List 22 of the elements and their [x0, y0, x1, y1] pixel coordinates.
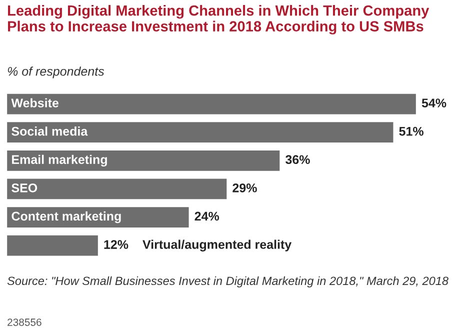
data-label: 54%: [422, 98, 446, 108]
y-tick-label: Email marketing: [12, 154, 107, 167]
chart-title: Leading Digital Marketing Channels in Which Their Company Plans to Increase Investment in 2018 According to US SMBs: [8, 4, 430, 34]
bar: [7, 207, 189, 228]
data-label: 24%: [194, 212, 220, 221]
y-tick-label: Content marketing: [12, 211, 121, 224]
text: 238556: [8, 318, 42, 326]
bar: [7, 235, 98, 256]
source-note: Source: "How Small Businesses Invest in Digital Marketing in 2018," March 29, 2018: [7, 276, 448, 288]
data-label: 51%: [399, 126, 424, 136]
bar: [7, 178, 227, 200]
y-tick-label: SEO: [12, 183, 38, 192]
chart-subtitle: % of respondents: [8, 66, 104, 78]
data-label: 36%: [285, 155, 310, 164]
y-tick-label: Virtual/augmented reality: [142, 240, 292, 252]
y-tick-label: Social media: [12, 126, 88, 136]
bar: [7, 150, 280, 171]
y-tick-label: Website: [11, 98, 58, 108]
data-label: 12%: [104, 240, 128, 249]
bar: [7, 122, 394, 143]
bar: [7, 94, 416, 114]
data-label: 29%: [232, 183, 257, 192]
